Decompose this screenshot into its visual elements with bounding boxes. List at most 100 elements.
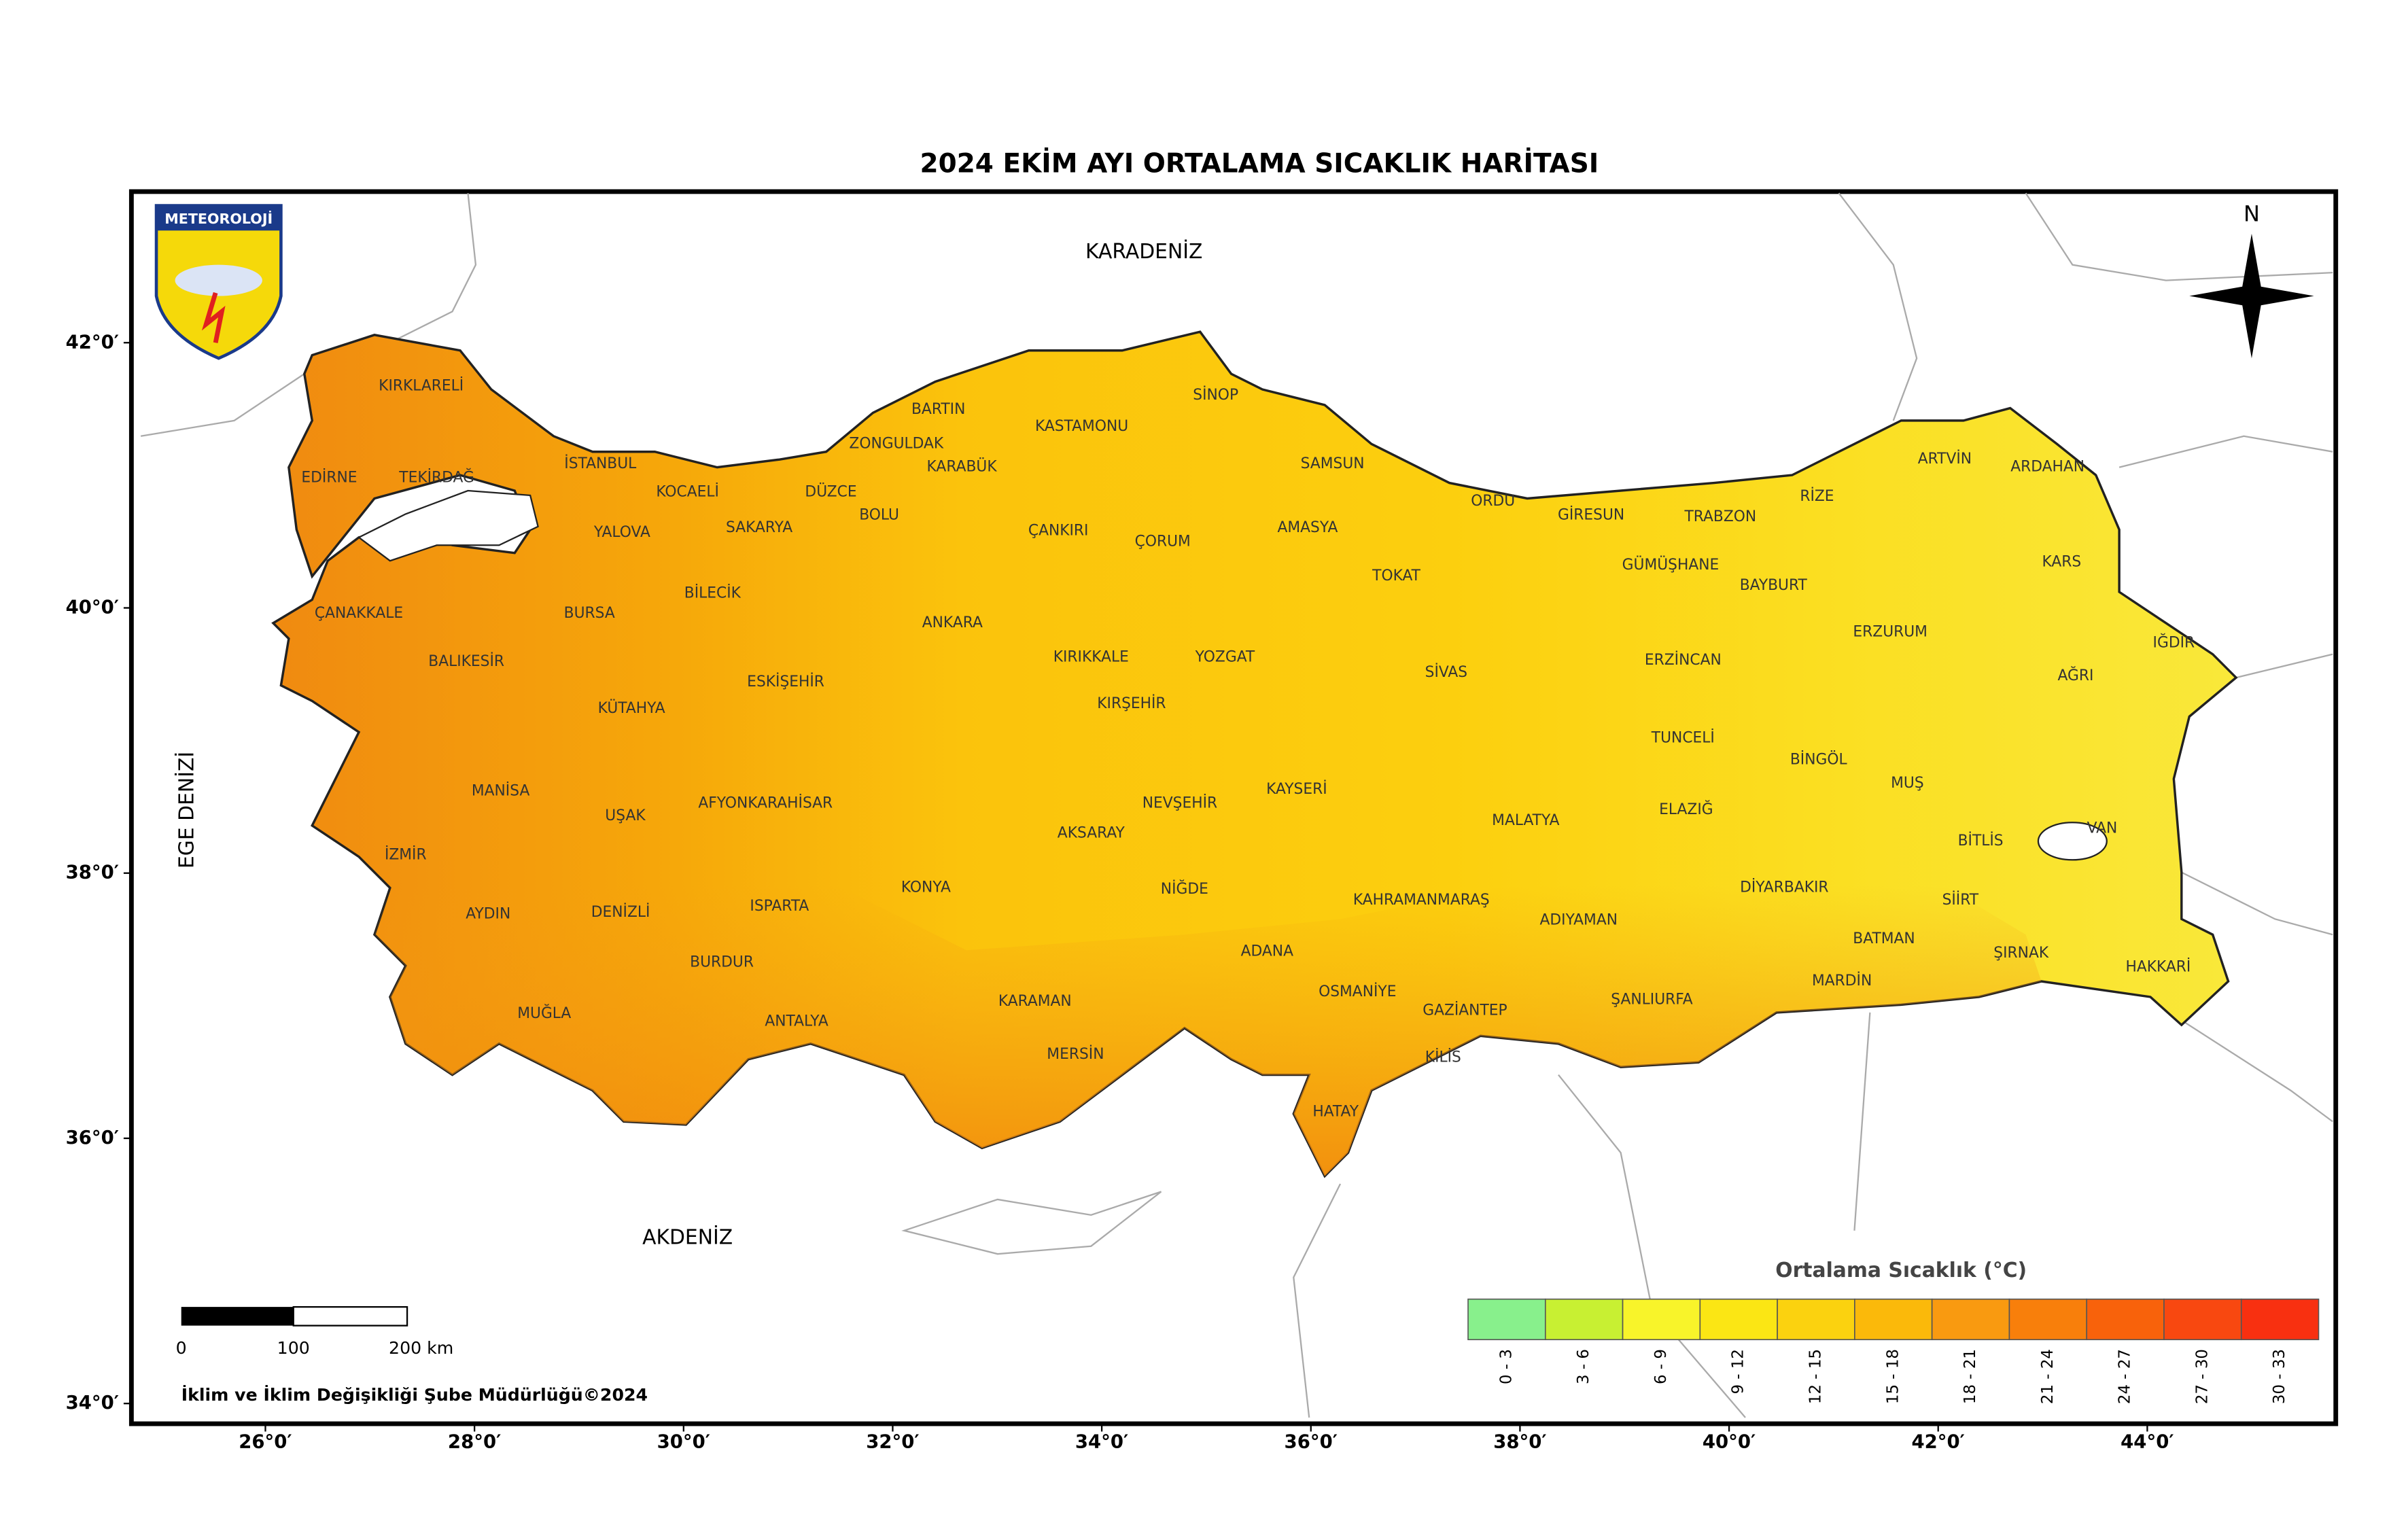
province-label: ANKARA <box>922 614 983 631</box>
province-label: BAYBURT <box>1740 577 1808 594</box>
province-label: KAYSERİ <box>1266 780 1327 798</box>
map-title: 2024 EKİM AYI ORTALAMA SICAKLIK HARİTASI <box>920 147 1599 179</box>
province-label: NİĞDE <box>1161 880 1208 898</box>
province-label: BALIKESİR <box>428 652 504 670</box>
logo: METEOROLOJİ <box>154 204 283 360</box>
province-label: TUNCELİ <box>1651 729 1715 746</box>
legend-label: 0 - 3 <box>1497 1349 1515 1384</box>
province-label: HAKKARİ <box>2126 958 2191 975</box>
province-label: BURSA <box>564 605 615 622</box>
legend-label: 30 - 33 <box>2271 1349 2288 1404</box>
province-label: SİİRT <box>1942 891 1979 909</box>
province-label: KIRKLARELİ <box>379 376 464 394</box>
lon-tick-label: 30°0′ <box>657 1431 710 1453</box>
legend-swatch <box>1622 1298 1701 1341</box>
province-label: ELAZIĞ <box>1659 801 1713 818</box>
legend-swatch <box>2163 1298 2242 1341</box>
north-arrow: N <box>2189 200 2314 359</box>
province-label: ŞANLIURFA <box>1611 992 1693 1009</box>
marmara-sea <box>357 489 539 562</box>
legend-label: 9 - 12 <box>1730 1349 1747 1395</box>
scale-label: 100 <box>277 1338 310 1358</box>
lat-tick-label: 38°0′ <box>66 862 119 883</box>
legend-label: 6 - 9 <box>1652 1349 1670 1384</box>
lon-tick-label: 36°0′ <box>1285 1431 1338 1453</box>
province-label: MANİSA <box>472 782 530 799</box>
province-label: SİVAS <box>1425 663 1467 681</box>
province-label: ZONGULDAK <box>849 435 944 452</box>
province-label: ÇORUM <box>1135 533 1191 550</box>
province-label: ŞIRNAK <box>1993 945 2049 962</box>
province-label: AMASYA <box>1277 519 1338 536</box>
province-label: ERZİNCAN <box>1645 651 1722 669</box>
legend-label: 18 - 21 <box>1961 1349 1979 1404</box>
province-label: BATMAN <box>1853 930 1915 947</box>
legend-swatch <box>1699 1298 1778 1341</box>
province-label: RİZE <box>1800 487 1834 505</box>
scale-label: 200 km <box>389 1338 453 1358</box>
legend-label: 15 - 18 <box>1884 1349 1902 1404</box>
lon-tick-label: 40°0′ <box>1703 1431 1756 1453</box>
province-label: İZMİR <box>385 845 427 863</box>
legend-swatch <box>1854 1298 1933 1341</box>
sea-label: KARADENİZ <box>1085 239 1202 264</box>
province-label: OSMANİYE <box>1319 983 1396 1000</box>
legend-label: 21 - 24 <box>2039 1349 2057 1404</box>
neighbor-borders <box>140 192 2333 1418</box>
province-label: ÇANAKKALE <box>315 605 403 622</box>
province-label: IĞDIR <box>2153 634 2195 652</box>
province-label: HATAY <box>1312 1104 1359 1121</box>
lon-tick-label: 42°0′ <box>1912 1431 1965 1453</box>
province-label: ISPARTA <box>750 898 809 915</box>
southern-warm-zone <box>273 529 2042 1176</box>
province-label: ADIYAMAN <box>1540 912 1618 929</box>
lon-tick-label: 28°0′ <box>448 1431 501 1453</box>
lake-van <box>2037 822 2108 861</box>
province-label: KAHRAMANMARAŞ <box>1353 892 1490 909</box>
province-label: DİYARBAKIR <box>1740 879 1828 896</box>
province-label: MUŞ <box>1891 775 1924 792</box>
province-label: ORDU <box>1471 493 1515 510</box>
province-label: KASTAMONU <box>1035 418 1128 435</box>
sea-label: AKDENİZ <box>642 1225 733 1250</box>
legend-swatch <box>1467 1298 1546 1341</box>
province-label: MALATYA <box>1492 812 1559 829</box>
lon-tick-label: 34°0′ <box>1075 1431 1128 1453</box>
legend-swatch <box>1544 1298 1624 1341</box>
province-label: TOKAT <box>1372 567 1421 584</box>
lon-tick-label: 32°0′ <box>866 1431 919 1453</box>
province-label: MARDİN <box>1812 972 1872 989</box>
province-label: KIRIKKALE <box>1053 648 1129 665</box>
scale-bar <box>181 1305 408 1327</box>
province-label: BOLU <box>859 507 899 524</box>
province-label: ADANA <box>1241 943 1293 960</box>
province-label: UŞAK <box>605 807 646 824</box>
sea-label: EGE DENİZİ <box>174 752 198 869</box>
province-label: NEVŞEHİR <box>1142 794 1217 812</box>
north-label: N <box>2244 200 2260 226</box>
province-label: SİNOP <box>1193 386 1238 404</box>
province-label: TRABZON <box>1683 508 1756 525</box>
logo-text: METEOROLOJİ <box>164 210 273 227</box>
province-label: KIRŞEHİR <box>1097 695 1166 712</box>
legend-swatch <box>1931 1298 2010 1341</box>
province-label: DÜZCE <box>805 483 856 500</box>
province-label: ERZURUM <box>1853 624 1927 641</box>
province-label: ARTVİN <box>1918 450 1972 468</box>
lon-tick-label: 44°0′ <box>2121 1431 2174 1453</box>
province-label: AĞRI <box>2057 667 2093 684</box>
province-label: ANTALYA <box>765 1013 828 1030</box>
province-label: KONYA <box>901 879 951 896</box>
legend-swatch <box>2008 1298 2088 1341</box>
province-label: İSTANBUL <box>564 455 637 472</box>
province-label: KİLİS <box>1425 1048 1461 1066</box>
province-label: ÇANKIRI <box>1028 523 1089 540</box>
province-label: BİNGÖL <box>1790 751 1848 769</box>
province-label: GAZİANTEP <box>1423 1002 1507 1019</box>
legend-label: 24 - 27 <box>2116 1349 2134 1404</box>
province-label: BARTIN <box>911 401 965 418</box>
province-label: KOCAELİ <box>656 483 719 500</box>
province-label: MERSİN <box>1047 1045 1104 1063</box>
legend-label: 12 - 15 <box>1807 1349 1824 1404</box>
